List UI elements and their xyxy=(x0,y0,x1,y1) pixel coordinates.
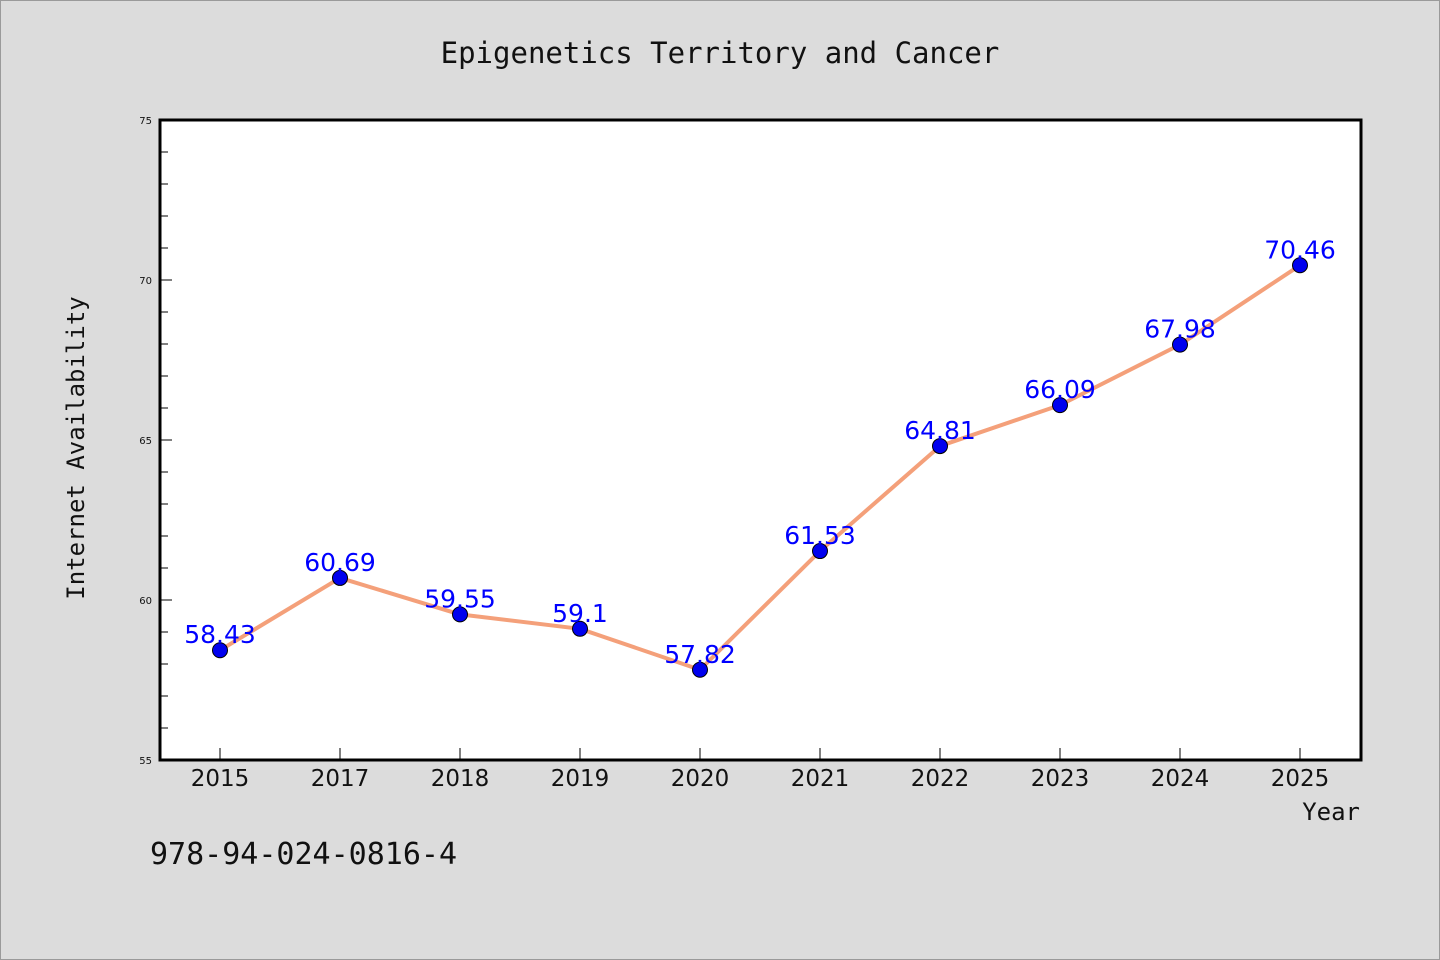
isbn-text: 978-94-024-0816-4 xyxy=(150,837,457,872)
y-tick-label: 60 xyxy=(139,596,152,607)
data-label: 70.46 xyxy=(1264,235,1336,264)
data-point-marker xyxy=(332,569,348,586)
data-label: 61.53 xyxy=(784,521,856,550)
x-tick-label: 2019 xyxy=(551,766,610,792)
data-label: 59.1 xyxy=(552,599,608,628)
series-line xyxy=(218,263,1302,672)
data-label: 59.55 xyxy=(424,584,496,613)
data-label: 64.81 xyxy=(904,416,976,445)
x-tick-label: 2025 xyxy=(1271,766,1330,792)
data-label: 67.98 xyxy=(1144,315,1216,344)
plot-area xyxy=(160,120,1361,760)
data-point-marker xyxy=(692,661,708,678)
x-tick-label: 2015 xyxy=(191,766,250,792)
data-point-marker xyxy=(812,543,828,560)
x-tick-label: 2021 xyxy=(791,766,850,792)
y-tick-label: 75 xyxy=(139,116,152,127)
y-tick-label: 55 xyxy=(139,756,152,767)
plot-border xyxy=(158,118,1363,762)
x-tick-label: 2017 xyxy=(311,766,370,792)
data-label: 60.69 xyxy=(304,548,376,577)
data-point-marker xyxy=(572,620,588,637)
x-tick-label: 2024 xyxy=(1151,766,1210,792)
data-point-marker xyxy=(1172,336,1188,353)
x-tick-label: 2023 xyxy=(1031,766,1090,792)
x-axis-label: Year xyxy=(1302,798,1360,826)
data-label: 58.43 xyxy=(184,620,256,649)
chart-title: Epigenetics Territory and Cancer xyxy=(441,36,1000,70)
y-tick-label: 65 xyxy=(139,436,152,447)
y-axis-label: Internet Availability xyxy=(62,296,90,599)
x-tick-label: 2018 xyxy=(431,766,490,792)
data-point-marker xyxy=(452,606,468,623)
data-label: 66.09 xyxy=(1024,375,1096,404)
x-tick-label: 2022 xyxy=(911,766,970,792)
y-tick-label: 70 xyxy=(139,276,152,287)
series-layer: 58.43 60.69 59.55 59.1 57.82 61.53 64.81 66.09 6… xyxy=(184,235,1336,678)
x-axis: 2015 2017 2018 2019 2020 2021 2022 2023 2024 2025 xyxy=(191,748,1330,792)
data-point-marker xyxy=(932,438,948,455)
data-label: 57.82 xyxy=(664,640,736,669)
x-tick-label: 2020 xyxy=(671,766,730,792)
data-point-marker xyxy=(1052,397,1068,414)
data-point-marker xyxy=(212,642,228,659)
data-point-marker xyxy=(1292,257,1308,274)
